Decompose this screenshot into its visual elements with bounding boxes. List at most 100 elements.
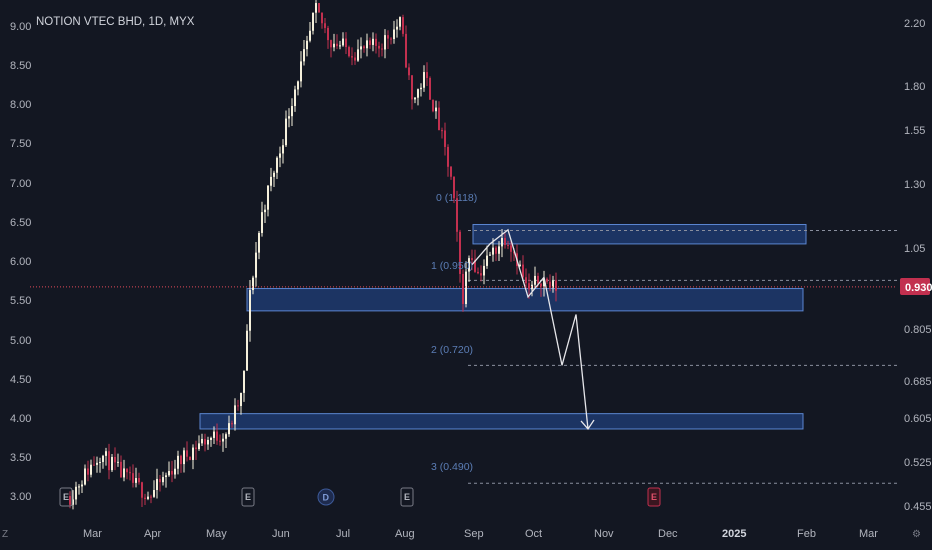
candle [540,282,542,297]
candle [315,0,317,23]
x-tick: May [206,528,227,540]
candle [534,266,536,289]
candle [552,275,554,293]
candle [429,76,431,100]
candle [408,63,410,80]
candle [477,267,479,275]
candle [279,146,281,168]
candle [111,453,113,472]
candle [297,80,299,96]
candle [72,490,74,510]
x-tick: Jun [272,528,290,540]
left-tick: 8.00 [10,99,31,111]
candle [159,475,161,492]
timezone-icon[interactable]: Z [2,529,8,540]
candle [291,98,293,126]
candle [294,85,296,112]
candle [132,464,134,488]
event-markers: E E D E E [59,487,661,507]
candle [303,40,305,66]
candle [384,29,386,59]
earnings-marker[interactable]: E [400,487,414,507]
candle [324,17,326,34]
candle [153,480,155,498]
candle [216,423,218,445]
candle [501,229,503,258]
candle [258,231,260,260]
left-tick: 3.50 [10,452,31,464]
candle [507,240,509,250]
candle [264,204,266,223]
event-marker-letter: D [323,493,330,503]
candle [240,392,242,415]
candle [366,33,368,57]
candle [87,460,89,482]
candle [411,75,413,110]
candle [171,460,173,483]
candle [495,245,497,261]
candle [420,83,422,97]
left-tick: 6.00 [10,256,31,268]
left-tick: 9.00 [10,21,31,33]
candle [198,435,200,451]
candle [468,255,470,282]
event-marker-letter: E [63,492,69,502]
candle [204,433,206,452]
earnings-marker[interactable]: E [59,487,73,507]
earnings-marker[interactable]: E [241,487,255,507]
left-tick: 7.50 [10,138,31,150]
dividend-marker[interactable]: D [317,488,335,506]
upcoming-earnings-marker[interactable]: E [647,487,661,507]
candle [483,259,485,285]
candle [555,272,557,302]
x-tick: Apr [144,528,161,540]
candle [69,491,71,509]
left-tick: 4.00 [10,413,31,425]
right-tick: 0.605 [904,413,932,425]
candle [354,52,356,65]
candle [81,480,83,493]
time-axis: Z Mar Apr May Jun Jul Aug Sep Oct Nov De… [2,528,921,540]
fib-label-1: 1 (0.950) [431,260,473,272]
right-tick: 1.55 [904,125,925,137]
x-tick: Sep [464,528,484,540]
candle [351,47,353,66]
event-marker-letter: E [245,492,251,502]
candle [390,37,392,45]
candle [117,453,119,467]
candle [138,472,140,485]
candle [375,33,377,54]
x-tick: Nov [594,528,614,540]
candle [519,260,521,267]
projection-arrowhead [580,419,595,431]
projection-line [471,228,589,430]
candle [393,20,395,44]
settings-icon[interactable]: ⚙ [912,529,921,540]
candle [363,45,365,53]
candle [432,99,434,113]
candle [336,34,338,50]
fib-label-2: 2 (0.720) [431,344,473,356]
candle [339,40,341,50]
right-tick: 0.685 [904,376,932,388]
candle [357,39,359,62]
candle [441,127,443,139]
candle [273,170,275,188]
candle [525,268,527,292]
candle [93,456,95,466]
candle [96,456,98,473]
candle [249,279,251,342]
candle [99,457,101,473]
candle [543,270,545,297]
candle [528,273,530,299]
candle [453,176,455,204]
candle [228,415,230,437]
candle [462,269,464,312]
lower-demand-zone [199,413,804,430]
left-tick: 3.00 [10,491,31,503]
x-tick: Dec [658,528,678,540]
candle [147,491,149,501]
right-tick: 1.30 [904,179,925,191]
right-axis: 2.20 1.80 1.55 1.30 1.05 0.930 0.805 0.6… [900,18,932,513]
